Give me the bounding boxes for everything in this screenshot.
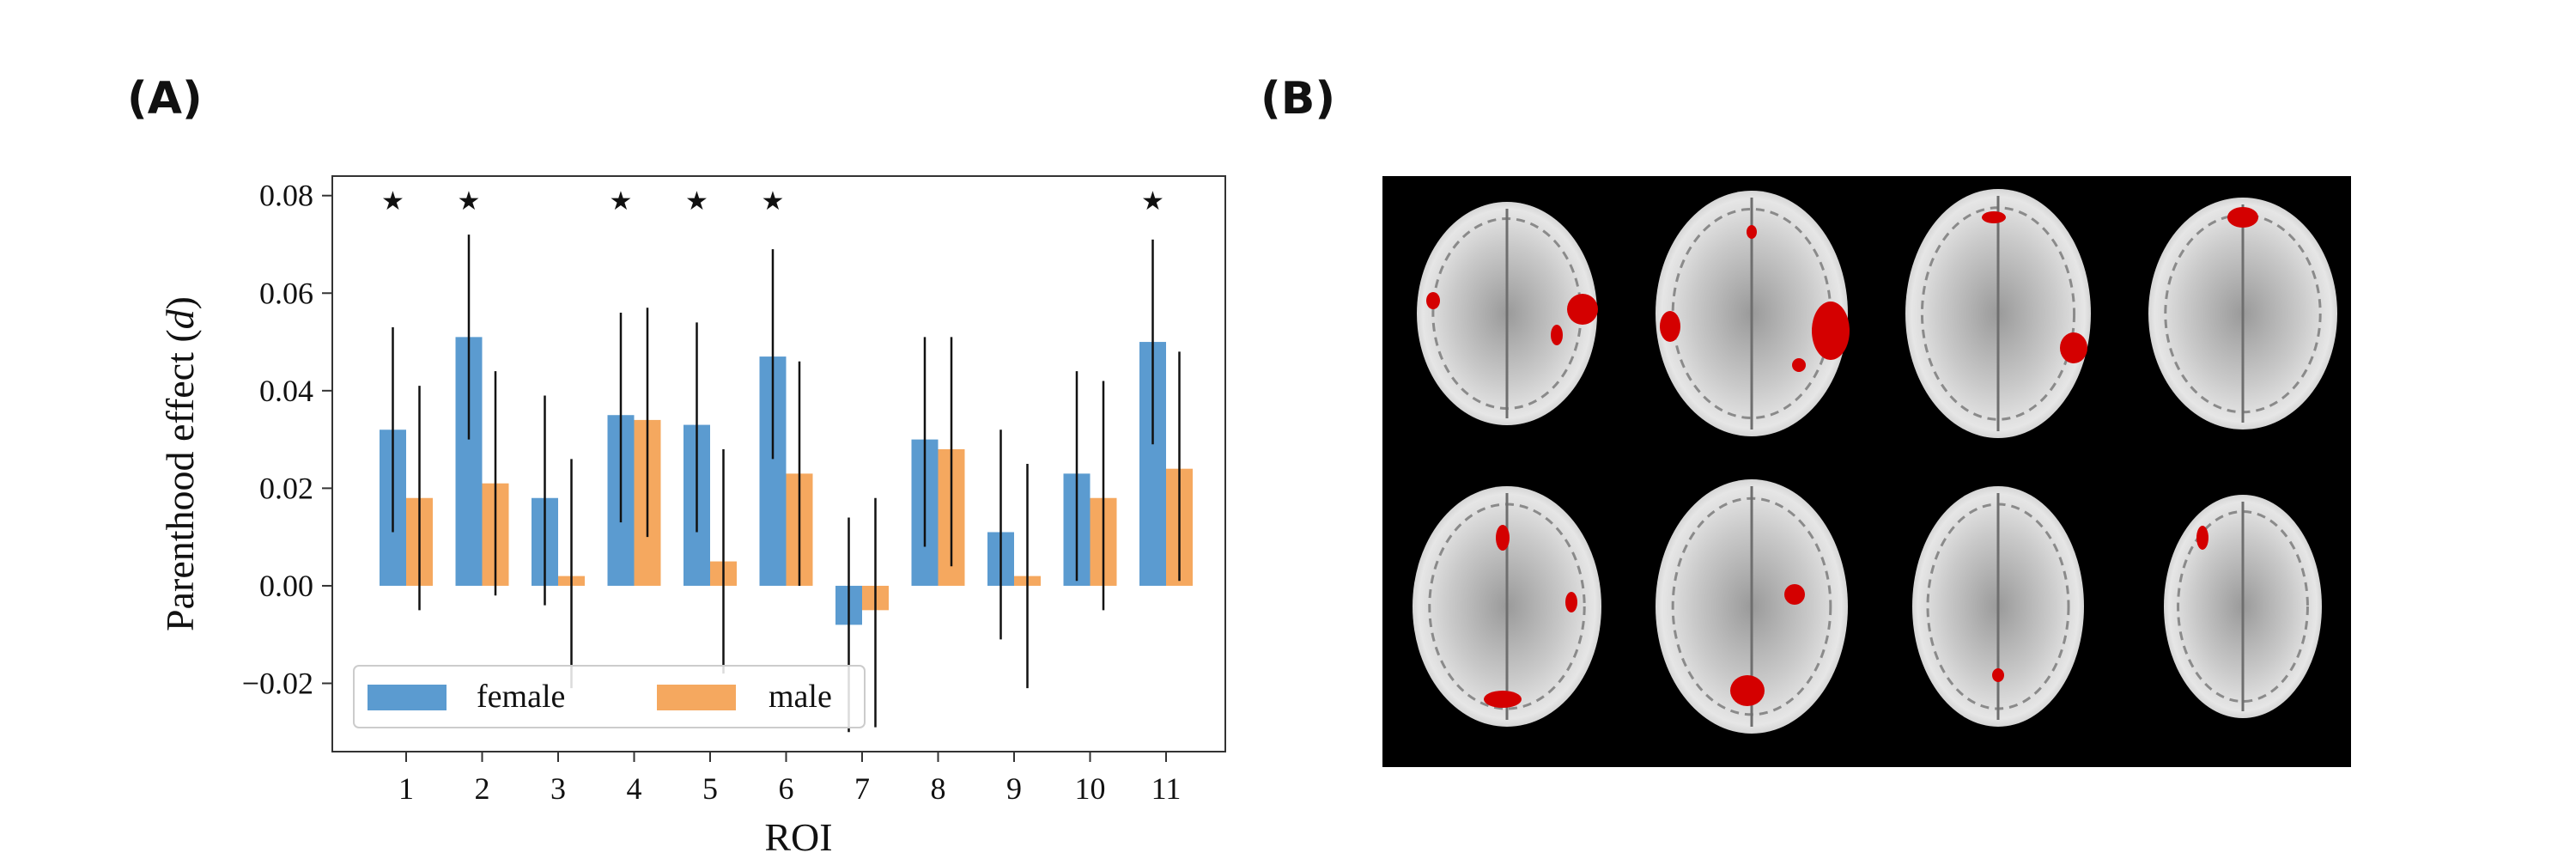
x-tick-label: 6 xyxy=(779,771,794,806)
x-tick-label: 1 xyxy=(398,771,414,806)
x-tick-label: 11 xyxy=(1151,771,1182,806)
brain-slice xyxy=(2164,495,2322,718)
x-axis: 1 2 3 4 5 6 7 8 9 10 11 xyxy=(398,752,1181,806)
y-axis: −0.02 0.00 0.02 0.04 0.06 0.08 xyxy=(242,179,332,701)
x-tick-label: 2 xyxy=(475,771,490,806)
activation-cluster xyxy=(1982,211,2006,223)
activation-cluster xyxy=(1565,592,1577,612)
significance-star: ★ xyxy=(458,186,481,216)
activation-cluster xyxy=(1426,292,1440,309)
significance-star: ★ xyxy=(1141,186,1164,216)
y-tick-label: 0.02 xyxy=(259,471,313,505)
errorbars-layer xyxy=(392,235,1181,733)
legend-swatch-male xyxy=(657,685,736,710)
activation-cluster xyxy=(1792,358,1806,372)
y-tick-label: 0.08 xyxy=(259,179,313,213)
activation-cluster xyxy=(2060,332,2087,363)
brain-slice-gyri xyxy=(2177,510,2309,703)
activation-cluster xyxy=(1784,584,1805,605)
x-tick-label: 10 xyxy=(1075,771,1106,806)
y-axis-title-suffix: ) xyxy=(158,296,202,309)
brain-slice xyxy=(1656,479,1848,734)
brain-slice xyxy=(1413,486,1601,727)
brain-slices-panel xyxy=(1382,176,2351,767)
bar-chart: ★ ★ ★ ★ ★ ★ −0.02 0.00 0.02 0.04 0.06 0.08 1 2 3 4 5 6 7… xyxy=(158,175,1226,859)
activation-cluster xyxy=(1812,302,1850,360)
y-axis-title: Parenthood effect (d) xyxy=(158,296,202,631)
significance-star: ★ xyxy=(762,186,785,216)
y-axis-title-variable: d xyxy=(158,308,202,329)
x-tick-label: 3 xyxy=(550,771,566,806)
brain-slice xyxy=(1656,191,1850,436)
panel-label-b: (B) xyxy=(1261,73,1335,125)
y-tick-label: 0.06 xyxy=(259,276,313,310)
x-tick-label: 7 xyxy=(854,771,870,806)
activation-cluster xyxy=(1747,225,1757,239)
significance-star: ★ xyxy=(610,186,633,216)
activation-cluster xyxy=(2196,526,2208,550)
x-tick-label: 5 xyxy=(702,771,718,806)
brain-slice xyxy=(1905,189,2091,438)
significance-layer: ★ ★ ★ ★ ★ ★ xyxy=(381,186,1164,216)
activation-cluster xyxy=(1730,675,1765,706)
legend-swatch-female xyxy=(368,685,447,710)
activation-cluster xyxy=(2227,207,2258,228)
y-axis-title-prefix: Parenthood effect ( xyxy=(158,329,202,631)
y-tick-label: 0.04 xyxy=(259,374,313,408)
legend-box xyxy=(353,665,866,728)
y-tick-label: −0.02 xyxy=(242,667,313,701)
x-tick-label: 4 xyxy=(627,771,642,806)
brain-slice xyxy=(1417,202,1598,425)
brain-slices xyxy=(1413,189,2337,734)
plot-frame xyxy=(331,175,1226,752)
bars-layer xyxy=(380,337,1193,625)
brain-slice xyxy=(2148,198,2337,430)
activation-cluster xyxy=(1660,311,1680,342)
y-tick-label: 0.00 xyxy=(259,569,313,603)
significance-star: ★ xyxy=(381,186,404,216)
legend-label-male: male xyxy=(769,679,832,715)
legend-label-female: female xyxy=(477,679,565,715)
activation-cluster xyxy=(1496,525,1510,551)
activation-cluster xyxy=(1567,294,1598,325)
activation-cluster xyxy=(1551,325,1563,345)
brain-slice xyxy=(1912,486,2084,727)
x-axis-title: ROI xyxy=(764,815,832,859)
x-tick-label: 8 xyxy=(931,771,946,806)
panel-label-a: (A) xyxy=(127,73,203,125)
activation-cluster xyxy=(1484,691,1522,708)
activation-cluster xyxy=(1992,668,2004,682)
x-tick-label: 9 xyxy=(1006,771,1022,806)
legend: female male xyxy=(353,665,866,728)
significance-star: ★ xyxy=(685,186,708,216)
